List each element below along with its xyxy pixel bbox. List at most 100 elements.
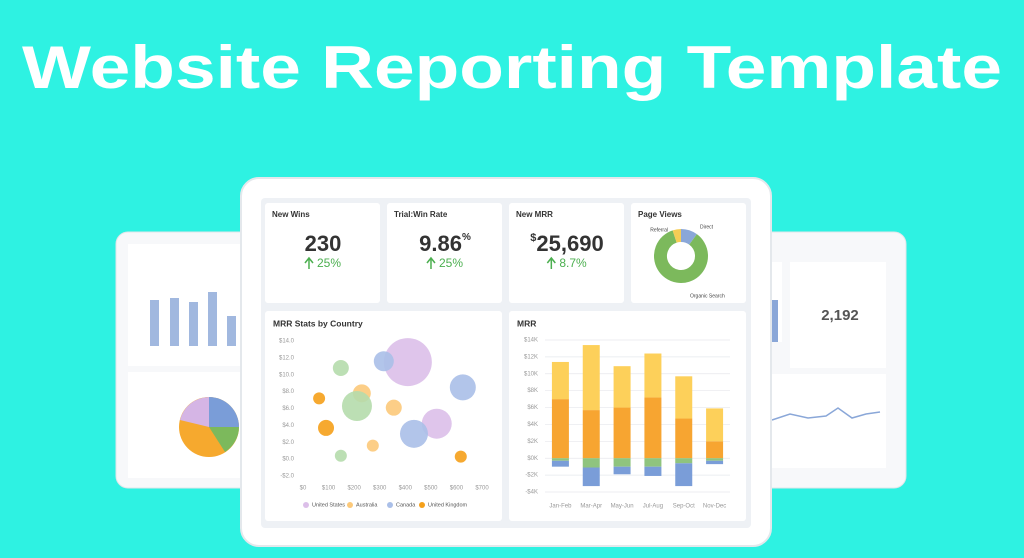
bubble (454, 450, 467, 463)
x-tick-label: Jan-Feb (549, 504, 572, 510)
y-tick-label: $0.0 (282, 457, 294, 463)
bar-segment (551, 399, 569, 459)
bar-segment (706, 458, 724, 461)
kpi-arrow (304, 256, 314, 269)
bar-segment (582, 458, 600, 468)
bar-segment (582, 345, 600, 411)
bubble (318, 419, 335, 436)
y-tick-label: $6K (527, 405, 538, 411)
legend-label: United States (312, 502, 345, 508)
bubble (385, 399, 402, 416)
kpi-number: 230 (305, 231, 342, 256)
side-card (790, 262, 886, 368)
bar-segment (582, 410, 600, 459)
x-tick-label: May-Jun (611, 504, 634, 510)
bar-segment (613, 466, 631, 475)
bubble (332, 360, 349, 376)
donut-slice (654, 230, 708, 283)
page-title: Website Reporting Template (22, 34, 1002, 101)
bar-segment (551, 460, 569, 467)
kpi-value: 230 (305, 231, 342, 256)
bar-segment (613, 366, 631, 408)
kpi-number: 25,690 (536, 231, 603, 256)
y-tick-label: $4K (527, 422, 538, 428)
side-bar (772, 300, 778, 342)
y-tick-label: $8.0 (282, 389, 294, 395)
x-tick-label: $300 (373, 486, 387, 492)
x-tick-label: $0 (300, 486, 307, 492)
x-tick-label: Jul-Aug (643, 504, 663, 510)
x-tick-label: Nov-Dec (703, 504, 726, 510)
x-tick-label: $200 (347, 486, 361, 492)
side-value: 2,192 (821, 307, 859, 324)
y-tick-label: $8K (527, 388, 538, 394)
y-tick-label: $0K (527, 456, 538, 462)
side-line (771, 407, 881, 421)
x-tick-label: $500 (424, 486, 438, 492)
y-tick-label: $12K (524, 354, 538, 360)
legend-swatch (347, 502, 353, 508)
y-tick-label: -$2.0 (280, 474, 294, 480)
y-tick-label: $2K (527, 439, 538, 445)
kpi-arrow (546, 256, 556, 269)
donut-label: Direct (700, 224, 714, 230)
bubble (373, 351, 394, 372)
bar-segment (551, 361, 569, 400)
kpi-change: 8.7% (559, 256, 587, 270)
x-tick-label: Sep-Oct (673, 504, 695, 510)
kpi-label: New MRR (516, 210, 553, 219)
card (631, 203, 746, 303)
bar-segment (644, 458, 662, 467)
bubble (399, 419, 428, 448)
bar-segment (706, 441, 724, 459)
bubble (366, 439, 379, 452)
bubble (313, 392, 326, 405)
bar-segment (675, 458, 693, 464)
y-tick-label: -$4K (525, 490, 538, 496)
legend-label: Australia (356, 502, 378, 508)
kpi-prefix: $ (530, 232, 536, 244)
kpi-arrow (426, 256, 436, 269)
chart-title: Page Views (638, 210, 682, 219)
bar-segment (613, 458, 631, 467)
y-tick-label: $6.0 (282, 406, 294, 412)
card (265, 203, 380, 303)
legend-swatch (303, 502, 309, 508)
donut-label: Organic Search (690, 293, 725, 299)
donut-slice (672, 229, 682, 243)
x-tick-label: $400 (399, 486, 413, 492)
x-tick-label: Mar-Apr (580, 504, 602, 510)
bar-segment (675, 463, 693, 487)
kpi-label: Trial:Win Rate (394, 210, 448, 219)
x-tick-label: $700 (475, 486, 489, 492)
donut-slice (680, 229, 697, 245)
bubble (341, 390, 372, 421)
y-tick-label: $10.0 (279, 372, 295, 378)
bubble (334, 449, 347, 462)
card (265, 311, 502, 521)
legend-swatch (387, 502, 393, 508)
card (509, 203, 624, 303)
y-tick-label: $4.0 (282, 423, 294, 429)
bubble (421, 408, 452, 439)
y-tick-label: -$2K (525, 473, 538, 479)
kpi-value: $25,690 (530, 231, 603, 256)
bubble (449, 374, 476, 401)
bar-segment (706, 460, 724, 465)
y-tick-label: $10K (524, 371, 538, 377)
side-card (770, 374, 886, 468)
donut-label: Referral (650, 227, 668, 233)
bar-segment (551, 458, 569, 461)
bar-segment (675, 418, 693, 459)
side-pie-slice (209, 397, 239, 427)
side-pie-slice (180, 397, 209, 427)
y-tick-label: $14K (524, 338, 538, 344)
bar-segment (644, 397, 662, 459)
bar-segment (582, 467, 600, 487)
y-tick-label: $2.0 (282, 440, 294, 446)
bar-segment (644, 466, 662, 476)
kpi-label: New Wins (272, 210, 310, 219)
x-tick-label: $600 (450, 486, 464, 492)
side-pie-slice (209, 427, 239, 452)
